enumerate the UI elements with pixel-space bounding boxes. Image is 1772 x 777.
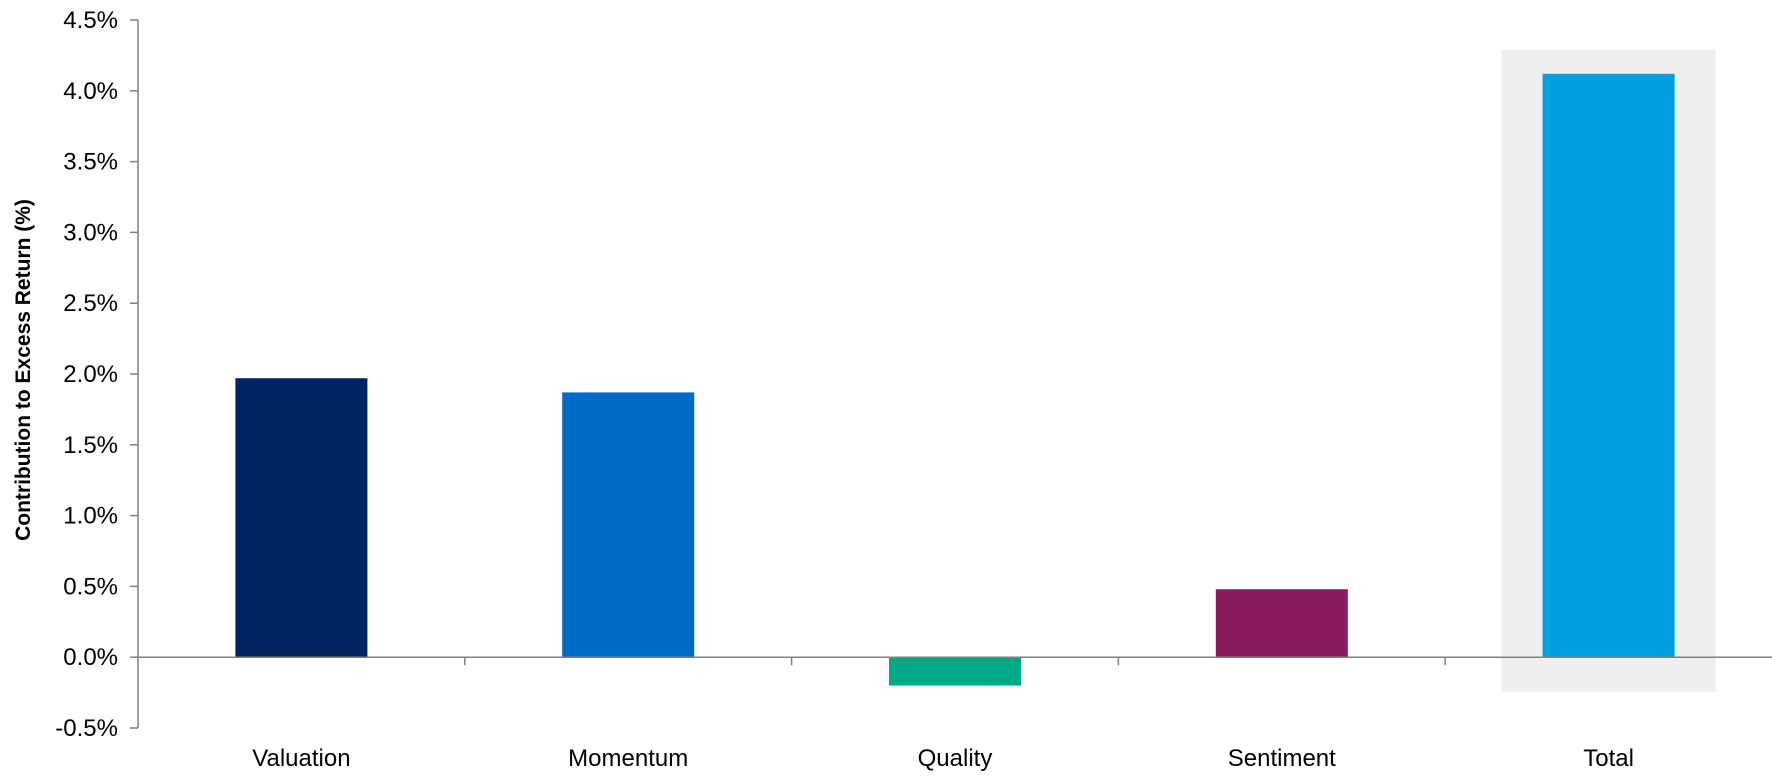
x-category-label: Sentiment [1228,745,1336,772]
y-tick-label: 2.5% [63,290,118,317]
y-tick-label: 4.0% [63,78,118,105]
x-category-label: Quality [918,745,993,772]
y-tick-label: 3.5% [63,149,118,176]
y-tick-label: 0.5% [63,573,118,600]
y-tick-label: 4.5% [63,7,118,34]
bar-quality [889,657,1021,686]
y-tick-labels: -0.5% 0.0% 0.5% 1.0% 1.5% 2.0% 2.5% 3.0% 3.5% 4.0… [55,7,118,742]
axes-layer [130,19,1772,729]
y-tick-label: 3.0% [63,219,118,246]
x-category-label: Valuation [252,745,350,772]
y-axis-title: Contribution to Excess Return (%) [12,199,35,541]
bars-layer [235,73,1675,686]
bar-total [1542,73,1675,658]
y-tick-label: 1.0% [63,503,118,530]
bar-sentiment [1215,589,1348,658]
y-tick-label: 0.0% [63,644,118,671]
bar-momentum [562,392,695,658]
y-tick-label: 1.5% [63,432,118,459]
y-tick-label: 2.0% [63,361,118,388]
x-category-labels: Valuation Momentum Quality Sentiment Total [252,745,1634,772]
x-category-label: Total [1583,745,1634,772]
bar-valuation [235,378,368,658]
y-tick-label: -0.5% [55,715,118,742]
x-category-label: Momentum [568,745,688,772]
